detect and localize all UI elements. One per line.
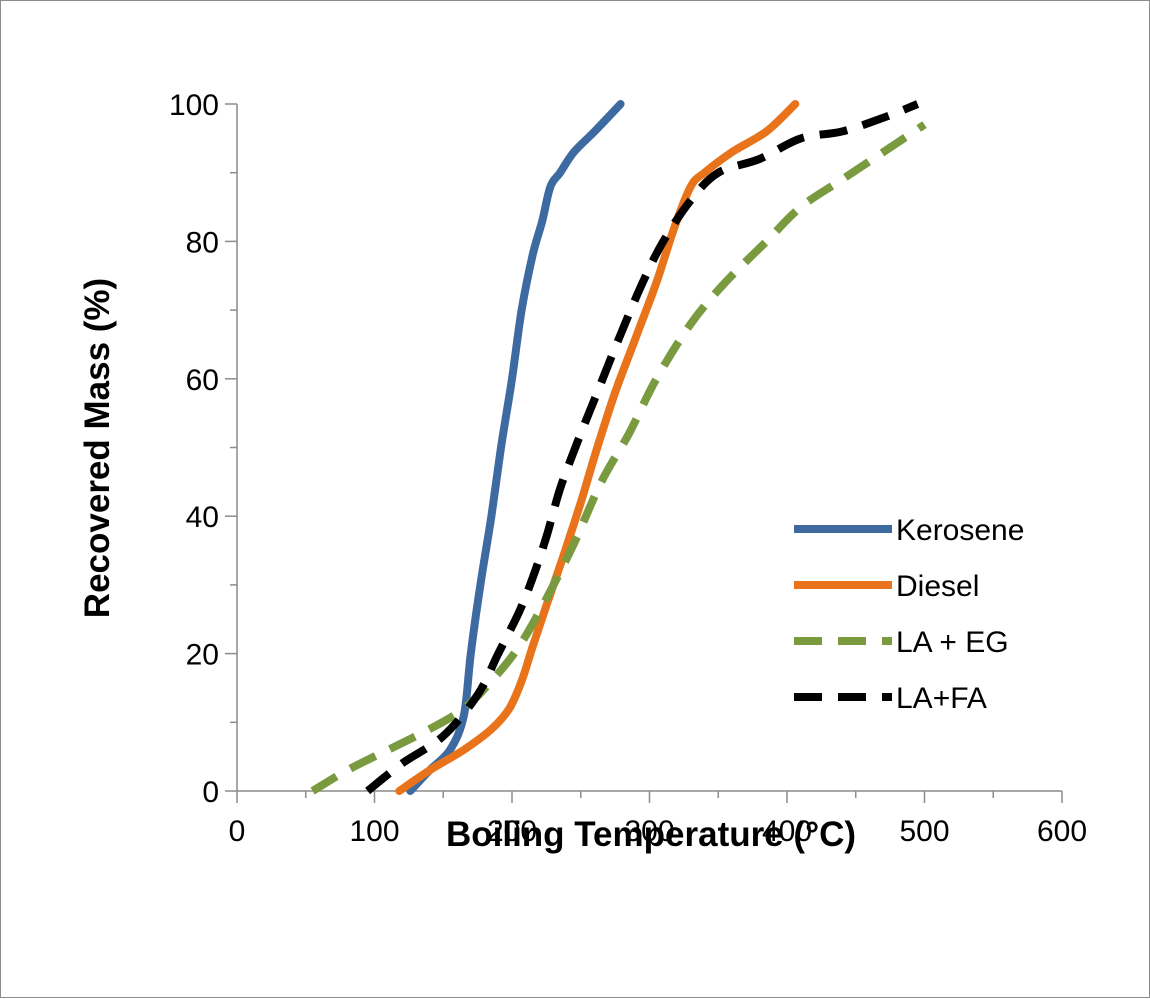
x-axis-title: Boiling Temperature (°C)	[446, 815, 856, 854]
legend: Kerosene Diesel LA + EG LA+FA	[794, 514, 1024, 715]
x-tick-label: 300	[624, 815, 674, 848]
x-tick-label: 500	[899, 815, 949, 848]
legend-label-la-eg: LA + EG	[896, 626, 1009, 659]
legend-label-diesel: Diesel	[896, 570, 979, 603]
x-tick-label: 200	[487, 815, 537, 848]
series-line-la-eg	[310, 121, 927, 795]
y-tick-label: 80	[186, 226, 219, 259]
y-tick-label: 40	[186, 501, 219, 534]
y-tick-label: 0	[202, 776, 219, 809]
legend-label-la-fa: LA+FA	[896, 682, 987, 715]
x-tick-label: 600	[1037, 815, 1087, 848]
y-tick-label: 100	[169, 89, 219, 122]
legend-label-kerosene: Kerosene	[896, 514, 1024, 547]
x-tick-label: 100	[349, 815, 399, 848]
y-axis-title: Recovered Mass (%)	[78, 278, 117, 618]
y-tick-label: 60	[186, 364, 219, 397]
x-tick-label: 0	[229, 815, 246, 848]
series-line-diesel	[395, 100, 800, 795]
series-line-kerosene	[406, 100, 625, 795]
x-tick-label: 400	[762, 815, 812, 848]
series-line-la-fa	[365, 100, 920, 795]
y-tick-label: 20	[186, 639, 219, 672]
series-layer	[310, 100, 927, 795]
axes-layer: 0 100 200 300 400 500 600 0 20 40 60 80 100	[169, 89, 1087, 848]
